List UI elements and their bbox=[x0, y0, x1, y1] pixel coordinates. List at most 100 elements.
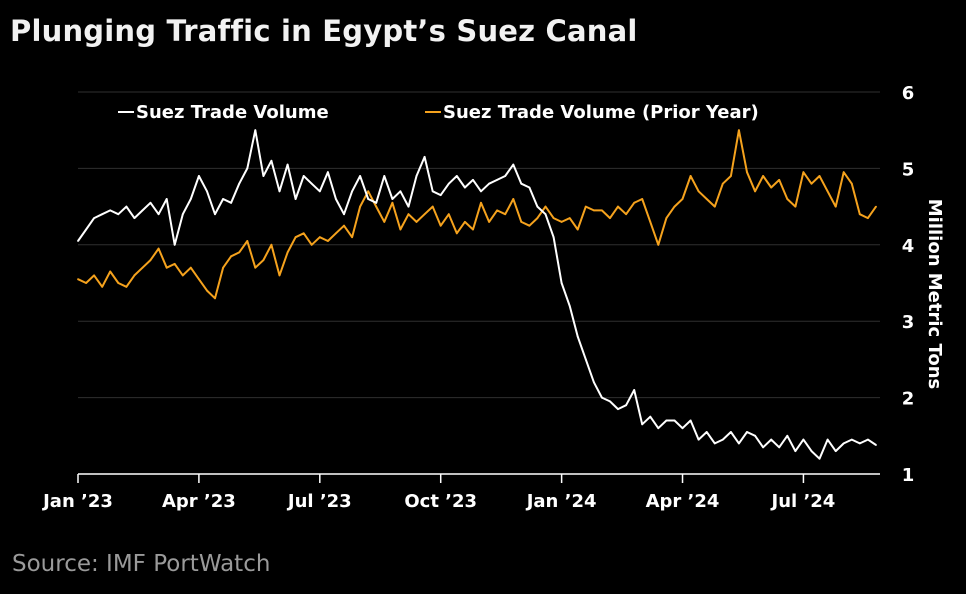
data-point bbox=[601, 209, 603, 212]
data-point bbox=[415, 221, 418, 223]
data-point bbox=[423, 156, 426, 158]
data-point bbox=[351, 190, 353, 193]
data-point bbox=[189, 266, 192, 269]
y-axis-ticks: 1 2 3 4 5 6 bbox=[902, 83, 915, 486]
data-point bbox=[697, 190, 700, 193]
data-point bbox=[109, 209, 112, 212]
data-point bbox=[77, 278, 79, 281]
data-point bbox=[101, 213, 104, 216]
data-point bbox=[528, 186, 531, 189]
data-point bbox=[335, 198, 337, 200]
series-lines bbox=[77, 129, 877, 460]
data-point bbox=[689, 419, 692, 422]
data-point bbox=[601, 396, 603, 399]
data-point bbox=[568, 217, 571, 220]
data-point bbox=[480, 201, 482, 204]
data-point bbox=[254, 266, 257, 269]
data-point bbox=[351, 236, 353, 239]
data-point bbox=[125, 285, 128, 288]
data-point bbox=[552, 236, 555, 239]
data-point bbox=[826, 438, 829, 441]
data-point bbox=[826, 190, 829, 193]
data-point bbox=[520, 221, 523, 223]
data-point bbox=[206, 190, 208, 193]
data-point bbox=[697, 438, 700, 441]
x-tick-label: Apr ’23 bbox=[162, 491, 236, 512]
data-point bbox=[230, 255, 233, 258]
data-point bbox=[625, 404, 627, 407]
legend: Suez Trade Volume Suez Trade Volume (Pri… bbox=[118, 102, 759, 123]
data-point bbox=[407, 213, 410, 216]
data-point bbox=[593, 381, 595, 384]
data-point bbox=[842, 171, 845, 174]
x-tick-label: Jan ’23 bbox=[41, 491, 113, 512]
data-point bbox=[423, 213, 426, 216]
x-tick-label: Jan ’24 bbox=[525, 491, 597, 512]
legend-label-suez: Suez Trade Volume bbox=[136, 102, 329, 123]
data-point bbox=[270, 159, 273, 162]
data-point bbox=[262, 175, 265, 177]
data-point bbox=[407, 205, 410, 208]
data-point bbox=[754, 434, 756, 437]
data-point bbox=[520, 182, 523, 185]
data-point bbox=[560, 282, 563, 284]
data-point bbox=[488, 221, 490, 223]
data-point bbox=[665, 217, 668, 220]
data-point bbox=[318, 190, 321, 193]
series-suez-trade-volume bbox=[77, 129, 877, 460]
data-point bbox=[794, 205, 797, 208]
x-tick-label: Jul ’23 bbox=[286, 491, 352, 512]
data-point bbox=[133, 274, 136, 277]
y-tick-label: 4 bbox=[902, 236, 915, 257]
data-point bbox=[810, 450, 813, 452]
data-point bbox=[391, 198, 394, 200]
series-suez-trade-volume-prior-year bbox=[77, 129, 877, 300]
data-point bbox=[254, 129, 257, 132]
data-point bbox=[431, 205, 434, 208]
data-point bbox=[270, 243, 273, 246]
data-point bbox=[584, 358, 587, 361]
data-point bbox=[278, 190, 281, 193]
data-point bbox=[673, 205, 676, 208]
data-point bbox=[383, 221, 386, 223]
data-point bbox=[109, 270, 112, 273]
data-point bbox=[286, 251, 289, 254]
data-point bbox=[536, 217, 539, 220]
data-point bbox=[738, 129, 740, 132]
data-point bbox=[439, 224, 442, 227]
data-point bbox=[310, 182, 313, 185]
data-point bbox=[302, 175, 305, 177]
data-point bbox=[149, 259, 152, 261]
data-point bbox=[657, 427, 660, 430]
data-point bbox=[786, 434, 789, 437]
data-point bbox=[278, 274, 281, 277]
data-point bbox=[343, 224, 345, 227]
data-point bbox=[560, 221, 563, 223]
data-point bbox=[318, 236, 321, 239]
data-point bbox=[875, 444, 877, 446]
data-point bbox=[85, 282, 87, 284]
data-point bbox=[552, 217, 555, 220]
data-point bbox=[439, 194, 442, 197]
data-point bbox=[802, 171, 805, 174]
data-point bbox=[786, 198, 789, 200]
data-point bbox=[294, 198, 297, 200]
data-point bbox=[721, 182, 724, 185]
data-point bbox=[625, 213, 627, 216]
data-point bbox=[746, 431, 748, 433]
data-point bbox=[93, 217, 95, 220]
x-tick-label: Jul ’24 bbox=[770, 491, 836, 512]
data-point bbox=[721, 438, 724, 441]
data-point bbox=[641, 198, 644, 200]
data-point bbox=[375, 205, 378, 208]
data-point bbox=[327, 240, 329, 242]
data-point bbox=[173, 263, 176, 265]
data-point bbox=[391, 201, 394, 204]
data-point bbox=[214, 213, 216, 216]
data-point bbox=[141, 209, 144, 212]
data-point bbox=[173, 243, 176, 246]
data-point bbox=[504, 213, 507, 216]
data-point bbox=[246, 240, 249, 242]
y-tick-label: 5 bbox=[902, 159, 915, 180]
data-point bbox=[593, 209, 595, 212]
